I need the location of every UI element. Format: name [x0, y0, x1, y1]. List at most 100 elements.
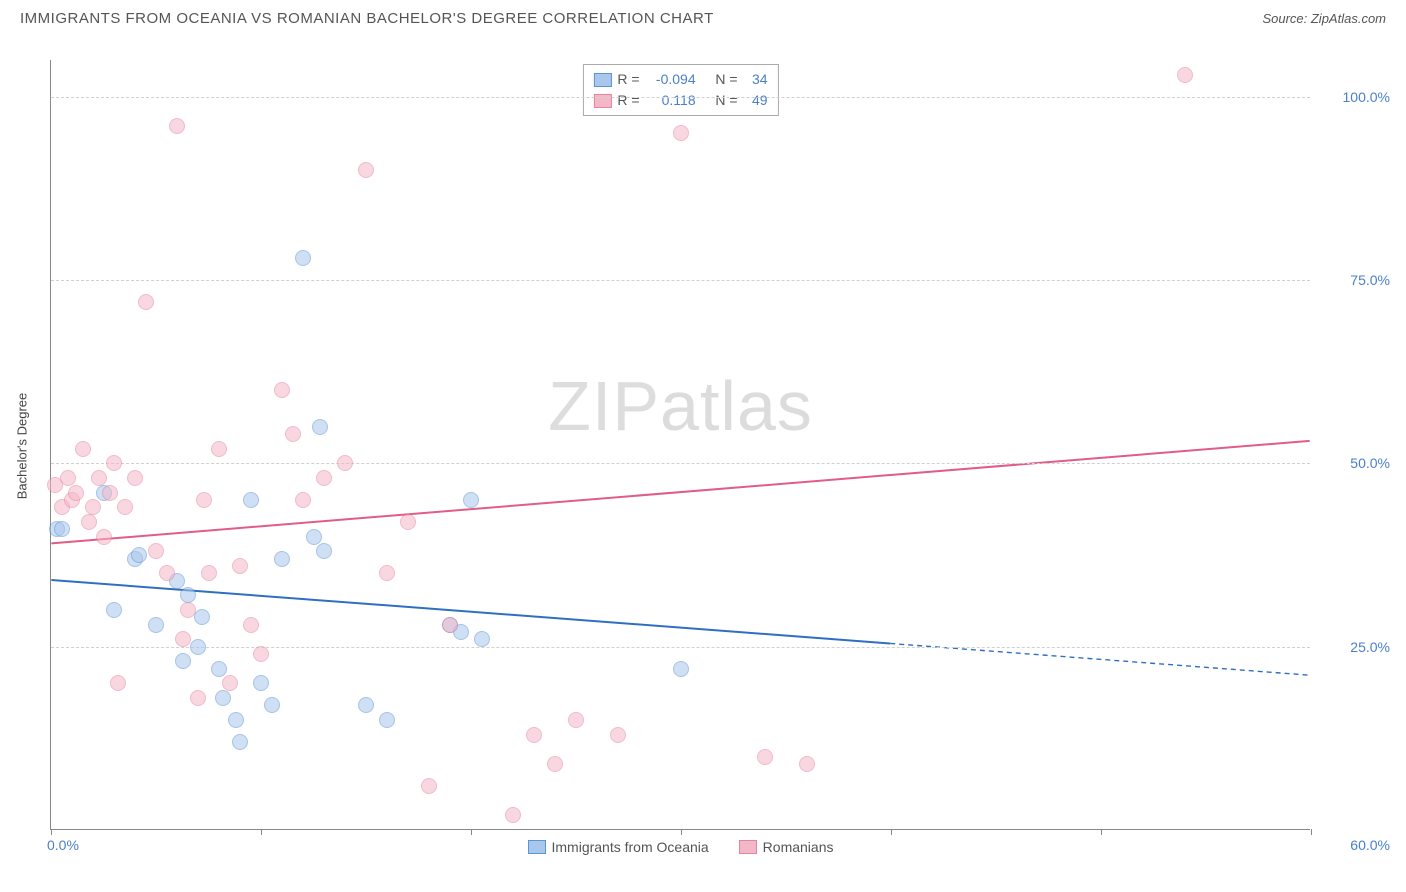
data-point [54, 521, 70, 537]
y-axis-label: Bachelor's Degree [15, 393, 30, 500]
data-point [68, 485, 84, 501]
data-point [264, 697, 280, 713]
x-tick-mark [891, 829, 892, 835]
x-tick-mark [1311, 829, 1312, 835]
legend-row-oceania: R = -0.094 N = 34 [593, 69, 767, 90]
source-attribution: Source: ZipAtlas.com [1262, 11, 1386, 26]
data-point [91, 470, 107, 486]
data-point [190, 639, 206, 655]
data-point [547, 756, 563, 772]
data-point [110, 675, 126, 691]
data-point [400, 514, 416, 530]
data-point [316, 543, 332, 559]
data-point [1177, 67, 1193, 83]
data-point [379, 712, 395, 728]
y-tick-label: 50.0% [1320, 455, 1390, 471]
x-tick-mark [471, 829, 472, 835]
data-point [75, 441, 91, 457]
data-point [85, 499, 101, 515]
data-point [337, 455, 353, 471]
data-point [799, 756, 815, 772]
data-point [757, 749, 773, 765]
data-point [102, 485, 118, 501]
swatch-icon [593, 73, 611, 87]
gridline [51, 280, 1310, 281]
y-tick-label: 100.0% [1320, 89, 1390, 105]
data-point [196, 492, 212, 508]
data-point [312, 419, 328, 435]
data-point [358, 697, 374, 713]
legend-item-romanians: Romanians [739, 839, 834, 855]
gridline [51, 647, 1310, 648]
watermark-text: ZIPatlas [548, 366, 813, 446]
data-point [169, 118, 185, 134]
data-point [211, 661, 227, 677]
data-point [138, 294, 154, 310]
y-tick-label: 25.0% [1320, 639, 1390, 655]
gridline [51, 97, 1310, 98]
data-point [194, 609, 210, 625]
data-point [190, 690, 206, 706]
data-point [117, 499, 133, 515]
x-axis-min-label: 0.0% [47, 837, 79, 853]
swatch-icon [739, 840, 757, 854]
x-axis-max-label: 60.0% [1320, 837, 1390, 853]
legend-item-oceania: Immigrants from Oceania [528, 839, 709, 855]
data-point [358, 162, 374, 178]
data-point [211, 441, 227, 457]
data-point [505, 807, 521, 823]
data-point [316, 470, 332, 486]
data-point [180, 587, 196, 603]
gridline [51, 463, 1310, 464]
swatch-icon [528, 840, 546, 854]
data-point [274, 382, 290, 398]
x-tick-mark [261, 829, 262, 835]
data-point [379, 565, 395, 581]
data-point [201, 565, 217, 581]
chart-title: IMMIGRANTS FROM OCEANIA VS ROMANIAN BACH… [20, 10, 714, 27]
correlation-legend: R = -0.094 N = 34 R = 0.118 N = 49 [582, 64, 778, 116]
data-point [253, 675, 269, 691]
data-point [180, 602, 196, 618]
data-point [96, 529, 112, 545]
data-point [526, 727, 542, 743]
data-point [243, 617, 259, 633]
data-point [81, 514, 97, 530]
data-point [295, 250, 311, 266]
data-point [243, 492, 259, 508]
data-point [673, 661, 689, 677]
x-tick-mark [1101, 829, 1102, 835]
data-point [421, 778, 437, 794]
data-point [222, 675, 238, 691]
data-point [232, 558, 248, 574]
data-point [175, 631, 191, 647]
scatter-chart: ZIPatlas R = -0.094 N = 34 R = 0.118 N =… [50, 60, 1310, 830]
data-point [463, 492, 479, 508]
data-point [442, 617, 458, 633]
data-point [568, 712, 584, 728]
data-point [673, 125, 689, 141]
data-point [148, 617, 164, 633]
legend-row-romanians: R = 0.118 N = 49 [593, 90, 767, 111]
data-point [215, 690, 231, 706]
data-point [228, 712, 244, 728]
data-point [306, 529, 322, 545]
data-point [295, 492, 311, 508]
data-point [232, 734, 248, 750]
data-point [253, 646, 269, 662]
series-legend: Immigrants from Oceania Romanians [528, 839, 834, 855]
data-point [106, 602, 122, 618]
data-point [60, 470, 76, 486]
data-point [127, 470, 143, 486]
data-point [148, 543, 164, 559]
data-point [159, 565, 175, 581]
swatch-icon [593, 94, 611, 108]
x-tick-mark [51, 829, 52, 835]
x-tick-mark [681, 829, 682, 835]
data-point [285, 426, 301, 442]
data-point [610, 727, 626, 743]
data-point [474, 631, 490, 647]
data-point [274, 551, 290, 567]
y-tick-label: 75.0% [1320, 272, 1390, 288]
data-point [131, 547, 147, 563]
